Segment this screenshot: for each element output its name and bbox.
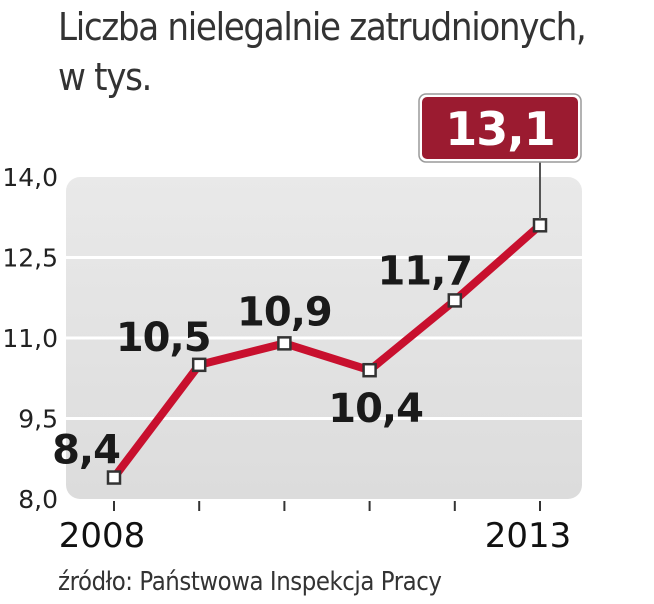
chart-title-block: Liczba nielegalnie zatrudnionych, w tys. (58, 2, 587, 102)
data-label: 10,5 (116, 315, 211, 361)
gridlines (66, 256, 582, 420)
y-tick-label: 9,5 (18, 405, 58, 434)
x-tick-label: 2008 (59, 516, 146, 556)
y-axis-ticks: 8,0 9,5 11,0 12,5 14,0 (2, 163, 58, 514)
data-point (532, 218, 548, 233)
data-point (447, 293, 463, 308)
highlight-callout: 13,1 (418, 93, 582, 220)
chart-title: Liczba nielegalnie zatrudnionych, (58, 5, 587, 49)
series-group (106, 218, 548, 485)
y-tick-label: 8,0 (18, 485, 58, 514)
x-tick-label: 2013 (485, 516, 572, 556)
data-label: 8,4 (52, 428, 120, 474)
series-line (110, 221, 544, 482)
x-axis-ticks: 2008 2013 (59, 501, 572, 556)
data-label: 10,4 (328, 386, 423, 432)
data-point (277, 336, 292, 351)
data-point (191, 357, 207, 373)
data-label: 10,9 (237, 289, 332, 335)
chart-subtitle: w tys. (58, 55, 152, 99)
data-label: 11,7 (377, 248, 472, 294)
data-labels: 8,4 10,5 10,9 10,4 11,7 (52, 248, 473, 474)
y-tick-label: 14,0 (2, 163, 58, 192)
callout-label: 13,1 (445, 102, 555, 156)
data-point (106, 470, 122, 485)
source-note: źródło: Państwowa Inspekcja Pracy (58, 567, 442, 597)
data-point (362, 362, 377, 378)
y-tick-label: 12,5 (2, 244, 58, 273)
y-tick-label: 11,0 (2, 324, 58, 353)
callout-box (422, 97, 578, 159)
